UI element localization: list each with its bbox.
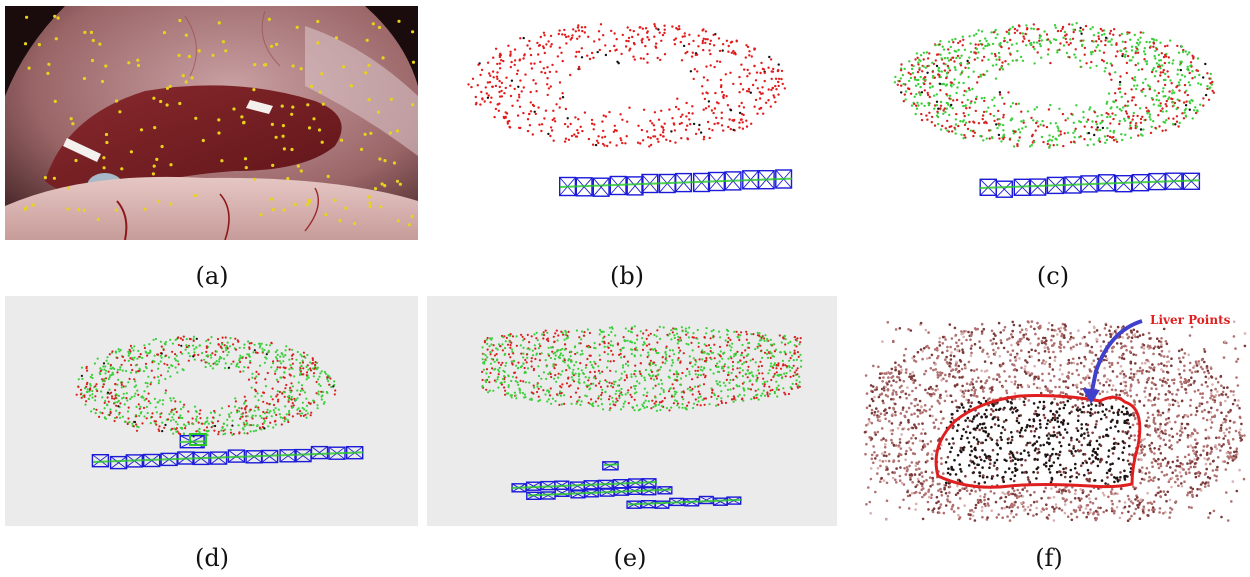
panel-f-dense-liver-points: Liver Points <box>860 296 1250 526</box>
point-cloud-c <box>893 22 1215 198</box>
panel-e-reconstruction-side-view <box>427 296 837 526</box>
caption-f: (f) <box>1035 544 1063 572</box>
annotation-arrowhead <box>1082 388 1100 404</box>
panel-a-endoscopic-image <box>5 6 418 240</box>
dense-points <box>863 320 1247 522</box>
liver-outline <box>934 394 1142 489</box>
annotation-arrow <box>1089 319 1143 397</box>
caption-b: (b) <box>609 262 645 290</box>
sparse-map-points <box>467 23 786 148</box>
map-points <box>75 335 337 438</box>
point-cloud-d <box>75 335 364 470</box>
caption-a: (a) <box>195 262 229 290</box>
point-cloud-e <box>481 325 803 509</box>
panel-c-reconstruction <box>880 10 1230 240</box>
feature-points <box>23 14 416 227</box>
panel-b-sparse-reconstruction <box>452 10 802 240</box>
panel-d-reconstruction-view <box>5 296 418 526</box>
camera-poses <box>979 172 1201 198</box>
endoscopic-photo <box>5 6 418 240</box>
caption-d: (d) <box>194 544 230 572</box>
liver-points-label: Liver Points <box>1150 313 1231 327</box>
point-cloud-b <box>467 23 793 197</box>
camera-poses <box>91 433 364 470</box>
camera-poses <box>558 169 793 197</box>
map-points <box>481 325 803 412</box>
caption-c: (c) <box>1036 262 1070 290</box>
camera-poses <box>511 461 743 509</box>
caption-e: (e) <box>613 544 647 572</box>
map-points <box>893 22 1215 149</box>
point-cloud-f: Liver Points <box>863 313 1247 522</box>
